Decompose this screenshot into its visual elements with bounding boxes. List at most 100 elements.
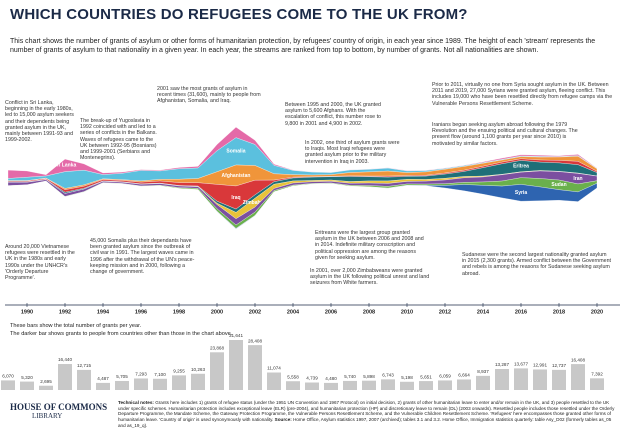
bar xyxy=(590,378,604,390)
bar xyxy=(77,369,91,390)
annotation: Iranians began seeking asylum abroad fol… xyxy=(432,122,578,147)
bar xyxy=(229,340,243,390)
bar xyxy=(438,380,452,390)
bar-label: 5,320 xyxy=(21,375,33,380)
bar xyxy=(571,364,585,390)
stream-label: Sudan xyxy=(551,182,566,188)
bar xyxy=(400,381,414,390)
bar-label: 7,293 xyxy=(135,372,147,377)
bar-label: 11,074 xyxy=(267,366,281,371)
x-tick-label: 2010 xyxy=(401,309,413,315)
bar-label: 4,480 xyxy=(325,376,337,381)
bar xyxy=(552,369,566,390)
stream-label: Eritrea xyxy=(513,163,529,169)
bar-label: 10,263 xyxy=(191,367,205,372)
x-tick-label: 1998 xyxy=(173,309,185,315)
x-tick-label: 1996 xyxy=(135,309,147,315)
bar-label: 23,868 xyxy=(210,346,224,351)
bar-label: 16,440 xyxy=(58,357,72,362)
logo-line: HOUSE OF COMMONS xyxy=(10,402,108,412)
bar xyxy=(39,385,53,390)
bar-label: 8,937 xyxy=(477,369,489,374)
bar xyxy=(419,381,433,390)
annotation: 2001 saw the most grants of asylum in re… xyxy=(157,86,261,105)
bar xyxy=(20,381,34,390)
annotation: The break-up of Yugoslavia in 1992 coinc… xyxy=(80,118,157,162)
stream-label: Syria xyxy=(515,190,527,196)
bar xyxy=(286,381,300,390)
bar xyxy=(248,345,262,390)
bar xyxy=(58,364,72,390)
bar xyxy=(514,368,528,390)
notes-text: Grants here includes 1) grants of refuge… xyxy=(118,400,615,423)
bar xyxy=(324,382,338,390)
bar xyxy=(153,378,167,390)
annotation: Sudanese were the second largest nationa… xyxy=(462,252,611,277)
stream-label: Iraq xyxy=(231,195,240,201)
bar-label: 2,695 xyxy=(40,379,52,384)
bar xyxy=(172,375,186,390)
bar xyxy=(476,375,490,390)
bar-caption: These bars show the total number of gran… xyxy=(10,323,142,329)
bar-label: 6,664 xyxy=(458,373,470,378)
bar xyxy=(533,369,547,390)
bar-label: 31,641 xyxy=(229,333,243,338)
intro: This chart shows the number of grants of… xyxy=(10,38,596,54)
x-tick-label: 2002 xyxy=(249,309,261,315)
annotation: Conflict in Sri Lanka, beginning in the … xyxy=(5,100,74,144)
bar-label: 4,487 xyxy=(97,376,109,381)
bar-label: 6,743 xyxy=(382,373,394,378)
bar-label: 5,558 xyxy=(287,374,299,379)
bar-label: 12,737 xyxy=(552,363,566,368)
bar-label: 7,100 xyxy=(154,372,166,377)
bar xyxy=(191,373,205,390)
bar xyxy=(115,380,129,390)
bar xyxy=(495,369,509,390)
x-tick-label: 2016 xyxy=(515,309,527,315)
bar-label: 13,287 xyxy=(495,362,509,367)
annotation: Around 20,000 Vietnamese refugees were r… xyxy=(5,244,75,282)
bar-label: 5,740 xyxy=(344,374,356,379)
x-tick-label: 2008 xyxy=(363,309,375,315)
stream-label: Somalia xyxy=(226,149,245,155)
logo: HOUSE OF COMMONS LIBRARY xyxy=(10,402,110,420)
x-tick-label: 2004 xyxy=(287,309,300,315)
bar xyxy=(381,379,395,390)
annotation: In 2002, one third of asylum grants were… xyxy=(305,140,400,165)
source-label: Source: xyxy=(274,417,292,423)
notes: Technical notes: Grants here includes 1)… xyxy=(118,400,618,429)
x-tick-label: 1992 xyxy=(59,309,71,315)
bar-label: 5,198 xyxy=(401,375,413,380)
annotation: Eritreans were the largest group granted… xyxy=(315,230,424,261)
logo-line: LIBRARY xyxy=(32,412,63,420)
bar xyxy=(362,380,376,390)
bar-label: 12,991 xyxy=(533,363,547,368)
annotation: Prior to 2011, virtually no one from Syr… xyxy=(432,82,613,107)
annotation: In 2001, over 2,000 Zimbabweans were gra… xyxy=(310,268,430,287)
stream-label: Sri Lanka xyxy=(54,163,77,169)
bar-label: 28,408 xyxy=(248,338,262,343)
bar xyxy=(1,380,15,390)
notes-label: Technical notes: xyxy=(118,400,154,405)
x-tick-label: 2006 xyxy=(325,309,337,315)
x-tick-label: 2014 xyxy=(477,309,490,315)
bar-label: 7,392 xyxy=(591,372,603,377)
title: WHICH COUNTRIES DO REFUGEES COME TO THE … xyxy=(10,6,468,23)
bar xyxy=(305,382,319,390)
bar-label: 12,715 xyxy=(77,363,91,368)
stream-label: Iran xyxy=(573,176,582,182)
source-text: Home Office, Asylum statistics 1997, 200… xyxy=(118,417,612,428)
x-tick-label: 2020 xyxy=(591,309,603,315)
x-tick-label: 2000 xyxy=(211,309,223,315)
annotation: 45,000 Somalis plus their dependants hav… xyxy=(90,238,195,276)
bar-label: 5,651 xyxy=(420,374,432,379)
bar-label: 5,898 xyxy=(363,374,375,379)
bar-label: 9,255 xyxy=(173,369,185,374)
bar-label: 16,408 xyxy=(571,357,585,362)
bar xyxy=(96,382,110,390)
bar xyxy=(457,379,471,390)
bar xyxy=(134,378,148,390)
stream-label: Zimbabwe xyxy=(243,200,268,206)
stream-label: Afghanistan xyxy=(222,173,251,179)
